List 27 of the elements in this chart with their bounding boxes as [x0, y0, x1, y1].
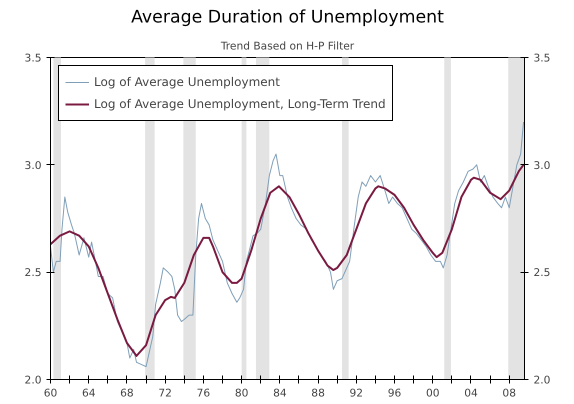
y-tick-label: 2.5 [24, 266, 42, 280]
y-tick-label: 2.0 [24, 374, 42, 386]
x-tick-label: 68 [120, 386, 134, 400]
y2-tick-label: 2.5 [534, 266, 550, 280]
x-tick-label: 04 [464, 386, 478, 400]
y-tick-label: 3.5 [24, 52, 42, 64]
x-tick-label: 64 [82, 386, 96, 400]
x-tick-label: 72 [158, 386, 172, 400]
y2-tick-label: 3.5 [534, 52, 550, 64]
legend-label: Log of Average Unemployment [94, 75, 280, 89]
x-tick-label: 76 [196, 386, 210, 400]
y2-tick-label: 3.0 [534, 158, 551, 172]
x-tick-label: 92 [350, 386, 364, 400]
x-tick-label: 88 [311, 386, 326, 400]
x-tick-label: 80 [234, 386, 249, 400]
x-tick-label: 96 [388, 386, 402, 400]
chart-subtitle: Trend Based on H-P Filter [220, 40, 355, 52]
x-tick-label: 84 [273, 386, 287, 400]
x-tick-label: 00 [426, 386, 440, 400]
y2-tick-label: 2.0 [534, 374, 551, 386]
line-series [50, 164, 524, 357]
y-tick-label: 3.0 [24, 158, 42, 172]
line-series [50, 121, 524, 368]
chart-title: Average Duration of Unemployment [131, 8, 444, 28]
legend-label: Log of Average Unemployment, Long-Term Trend [94, 97, 386, 111]
x-tick-label: 60 [44, 386, 58, 400]
x-tick-label: 08 [502, 386, 516, 400]
